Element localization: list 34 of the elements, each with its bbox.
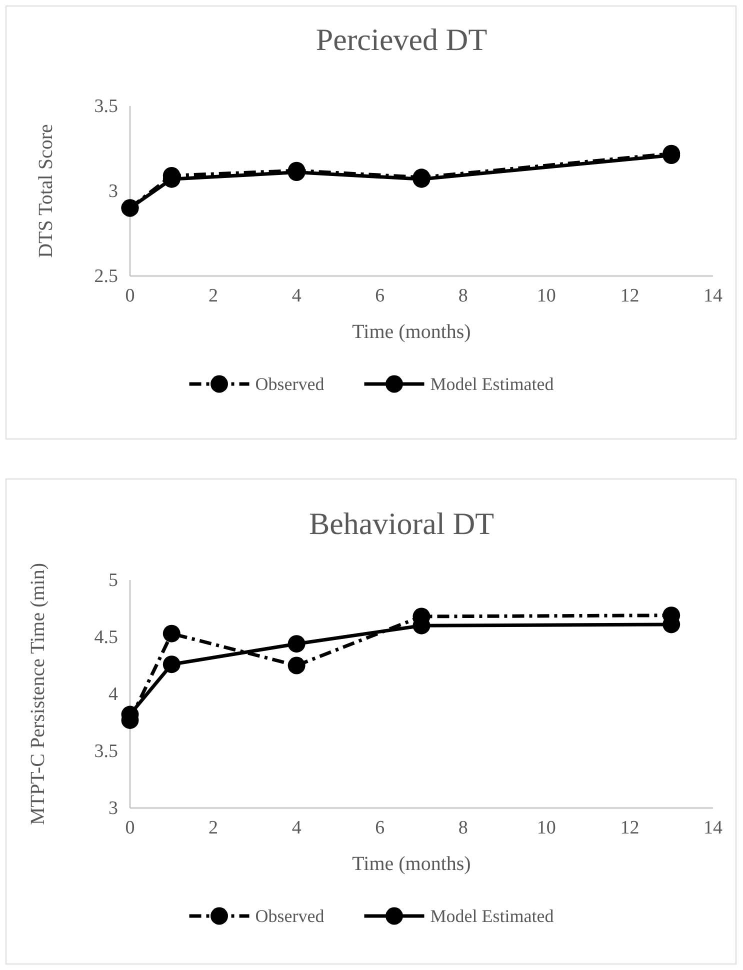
x-tick-label: 14 bbox=[704, 285, 723, 306]
x-tick-label: 6 bbox=[375, 817, 385, 838]
legend-label: Observed bbox=[255, 374, 324, 394]
y-tick-label: 4 bbox=[108, 684, 118, 706]
x-tick-label: 2 bbox=[208, 285, 218, 306]
x-tick-label: 6 bbox=[375, 285, 385, 306]
x-tick-label: 10 bbox=[536, 817, 556, 838]
y-tick-label: 3 bbox=[108, 798, 118, 820]
x-tick-label: 4 bbox=[292, 817, 302, 838]
legend-label: Model Estimated bbox=[430, 374, 554, 394]
y-axis-title: DTS Total Score bbox=[35, 124, 57, 258]
x-tick-label: 0 bbox=[125, 817, 135, 838]
x-tick-label: 8 bbox=[458, 285, 468, 306]
x-tick-label: 10 bbox=[536, 285, 556, 306]
y-tick-label: 5 bbox=[108, 570, 118, 592]
x-axis-title: Time (months) bbox=[352, 321, 471, 343]
x-tick-label: 4 bbox=[292, 285, 302, 306]
chart-title: Behavioral DT bbox=[308, 506, 494, 541]
x-tick-label: 2 bbox=[208, 817, 218, 838]
x-tick-label: 14 bbox=[704, 817, 723, 838]
y-tick-label: 2.5 bbox=[94, 266, 118, 288]
y-tick-label: 3 bbox=[108, 181, 118, 202]
x-tick-label: 8 bbox=[458, 817, 468, 838]
x-tick-label: 12 bbox=[620, 817, 640, 838]
x-tick-label: 0 bbox=[125, 285, 135, 306]
y-tick-label: 3.5 bbox=[94, 741, 118, 762]
x-axis-title: Time (months) bbox=[352, 853, 471, 875]
y-tick-label: 4.5 bbox=[94, 627, 118, 648]
chart-title: Percieved DT bbox=[316, 22, 488, 57]
legend-label: Model Estimated bbox=[430, 906, 554, 926]
y-axis-title: MTPT-C Persistence Time (min) bbox=[27, 562, 49, 826]
y-tick-label: 3.5 bbox=[94, 96, 118, 118]
legend-label: Observed bbox=[255, 906, 324, 926]
x-tick-label: 12 bbox=[620, 285, 640, 306]
